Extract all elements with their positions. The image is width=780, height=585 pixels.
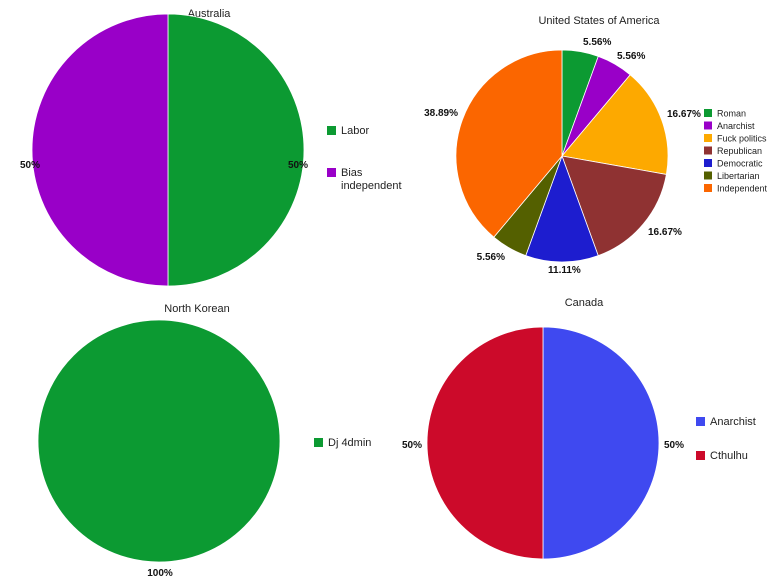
legend-swatch-anarchist [704, 121, 712, 130]
slice-label-republican: 16.67% [648, 227, 682, 238]
pie-slices [455, 49, 669, 263]
legend-label-libertarian: Libertarian [717, 171, 760, 181]
legend-label-anarchist: Anarchist [710, 416, 756, 428]
legend-swatch-bias-independent [327, 168, 336, 177]
pie-slice-fuck-politics [561, 74, 669, 175]
slice-label-anarchist: 5.56% [617, 51, 645, 62]
legend-label-republican: Republican [717, 146, 762, 156]
legend-label-anarchist: Anarchist [717, 121, 755, 131]
legend-swatch-independent [704, 184, 712, 192]
legend-label-dj-4dmin: Dj 4dmin [328, 437, 371, 449]
pie-slices [426, 326, 660, 560]
legend-label-roman: Roman [717, 109, 746, 119]
pie-slice-bias-independent [31, 13, 169, 287]
legend-swatch-fuck-politics [704, 134, 712, 142]
legend-label-bias-independent: Bias [341, 167, 363, 179]
chart-title: United States of America [538, 15, 660, 27]
pie-slice-democratic [525, 154, 599, 263]
pie-slice-independent [455, 49, 563, 238]
chart-north-korean: North Korean 100% Dj 4dmin [37, 303, 371, 579]
legend-label-fuck-politics: Fuck politics [717, 134, 767, 144]
legend: Anarchist Cthulhu [696, 416, 756, 462]
slice-label-fuck-politics: 16.67% [667, 109, 701, 120]
legend: Roman Anarchist Fuck politics Republican Dem… [704, 109, 768, 194]
legend: Labor Bias independent [327, 125, 402, 192]
slice-label-labor: 50% [288, 160, 308, 171]
legend-label-independent: Independent [717, 184, 768, 194]
legend-swatch-libertarian [704, 171, 712, 180]
slice-label-independent: 38.89% [424, 108, 458, 119]
legend-label-bias-independent-line2: independent [341, 180, 402, 192]
chart-title: Australia [188, 8, 232, 20]
slice-label-democratic: 11.11% [548, 265, 581, 276]
legend-swatch-cthulhu [696, 451, 705, 460]
slice-label-anarchist: 50% [664, 440, 684, 451]
legend-label-labor: Labor [341, 125, 369, 137]
slice-label-bias-independent: 50% [20, 160, 40, 171]
chart-title: North Korean [164, 303, 229, 315]
pie-slices [31, 13, 305, 287]
pie-slice-labor [167, 13, 305, 287]
legend-swatch-anarchist [696, 417, 705, 426]
chart-australia: Australia 50% 50% Labor Bias independent [20, 8, 402, 287]
legend-label-cthulhu: Cthulhu [710, 450, 748, 462]
pie-slices [37, 319, 281, 563]
legend-swatch-dj-4dmin [314, 438, 323, 447]
pie-slice-republican [561, 155, 667, 257]
chart-usa: United States of America 5.56% 5.56% 16.… [424, 15, 767, 276]
pie-slice-anarchist [542, 326, 660, 560]
legend-swatch-republican [704, 146, 712, 155]
legend-swatch-labor [327, 126, 336, 135]
pie-slice-dj-4dmin [37, 319, 281, 563]
slice-label-cthulhu: 50% [402, 440, 422, 451]
chart-canada: Canada 50% 50% Anarchist Cthulhu [402, 297, 756, 560]
legend-label-democratic: Democratic [717, 159, 763, 169]
legend-swatch-democratic [704, 159, 712, 167]
pie-slice-cthulhu [426, 326, 544, 560]
legend: Dj 4dmin [314, 437, 371, 449]
slice-label-libertarian: 5.56% [477, 252, 505, 263]
legend-swatch-roman [704, 109, 712, 117]
slice-label-roman: 5.56% [583, 37, 611, 48]
chart-title: Canada [565, 297, 604, 309]
slice-label-dj-4dmin: 100% [147, 568, 173, 579]
